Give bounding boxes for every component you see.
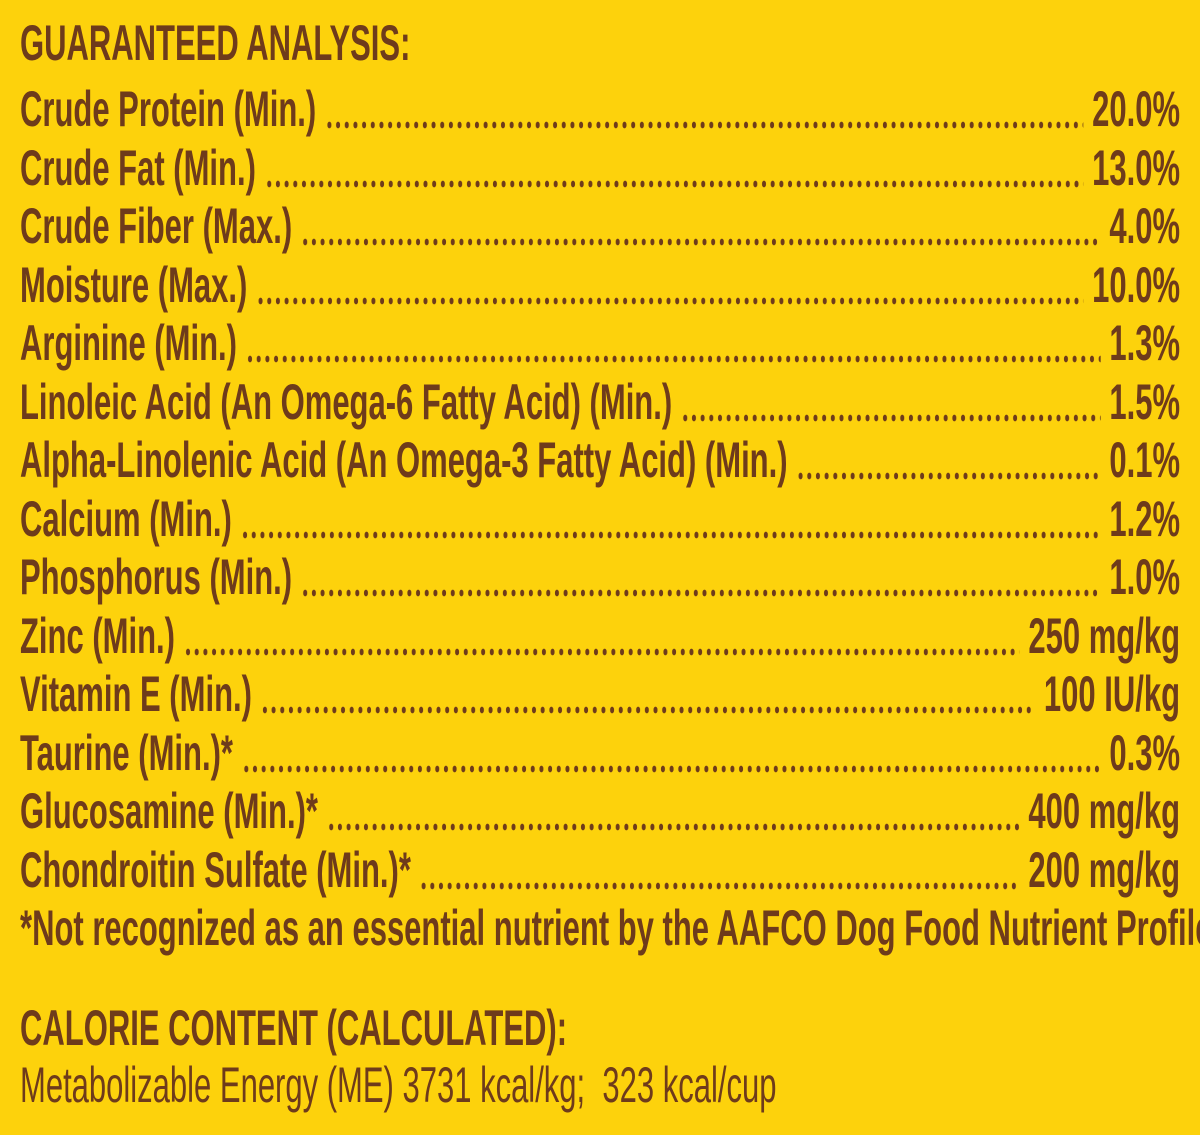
nutrient-row: Crude Protein (Min.) 20.0% bbox=[20, 80, 1180, 138]
calorie-title: CALORIE CONTENT (CALCULATED): bbox=[20, 1000, 568, 1056]
nutrient-row: Calcium (Min.) 1.2% bbox=[20, 489, 1181, 548]
nutrient-value: 1.2% bbox=[1109, 490, 1181, 547]
nutrient-name: Glucosamine (Min.)* bbox=[20, 783, 318, 839]
nutrient-name: Crude Protein (Min.) bbox=[20, 81, 317, 137]
nutrient-name: Linoleic Acid (An Omega-6 Fatty Acid) (M… bbox=[20, 373, 673, 430]
nutrient-value: 250 mg/kg bbox=[1028, 607, 1181, 664]
nutrient-name: Alpha-Linolenic Acid (An Omega-3 Fatty A… bbox=[20, 432, 788, 488]
nutrient-row: Glucosamine (Min.)* 400 mg/kg bbox=[20, 782, 1180, 840]
dot-leader bbox=[245, 314, 1101, 372]
nutrient-name: Phosphorus (Min.) bbox=[20, 549, 293, 605]
nutrient-row: Chondroitin Sulfate (Min.)* 200 mg/kg bbox=[20, 840, 1181, 899]
nutrient-value: 100 IU/kg bbox=[1043, 666, 1181, 722]
dot-leader bbox=[326, 782, 1020, 840]
nutrient-value: 13.0% bbox=[1092, 139, 1181, 196]
nutrient-value: 1.5% bbox=[1109, 373, 1181, 430]
title: GUARANTEED ANALYSIS: bbox=[20, 15, 411, 71]
nutrient-name: Taurine (Min.)* bbox=[20, 724, 233, 781]
dot-leader bbox=[183, 606, 1020, 665]
nutrient-value: 400 mg/kg bbox=[1028, 783, 1181, 839]
nutrient-row: Crude Fat (Min.) 13.0% bbox=[20, 138, 1181, 197]
nutrient-row: Phosphorus (Min.) 1.0% bbox=[20, 548, 1180, 606]
nutrient-row: Crude Fiber (Max.) 4.0% bbox=[20, 197, 1180, 255]
nutrient-row: Taurine (Min.)* 0.3% bbox=[20, 723, 1181, 782]
nutrient-name: Arginine (Min.) bbox=[20, 315, 237, 371]
nutrient-value: 4.0% bbox=[1109, 198, 1181, 254]
nutrient-value: 0.1% bbox=[1109, 432, 1181, 488]
nutrient-name: Zinc (Min.) bbox=[20, 607, 175, 664]
dot-leader bbox=[256, 255, 1084, 314]
dot-leader bbox=[796, 431, 1101, 489]
nutrient-name: Crude Fiber (Max.) bbox=[20, 198, 293, 254]
nutrient-row: Arginine (Min.) 1.3% bbox=[20, 314, 1180, 372]
dot-leader bbox=[240, 489, 1101, 548]
dot-leader bbox=[241, 723, 1101, 782]
nutrient-row: Alpha-Linolenic Acid (An Omega-3 Fatty A… bbox=[20, 431, 1180, 489]
nutrient-value: 20.0% bbox=[1092, 81, 1181, 137]
nutrient-row: Moisture (Max.) 10.0% bbox=[20, 255, 1181, 314]
calorie-text: Metabolizable Energy (ME) 3731 kcal/kg; … bbox=[20, 1057, 777, 1113]
nutrient-name: Calcium (Min.) bbox=[20, 490, 232, 547]
nutrient-value: 200 mg/kg bbox=[1028, 841, 1181, 898]
dot-leader bbox=[260, 665, 1036, 723]
nutrient-name: Chondroitin Sulfate (Min.)* bbox=[20, 841, 411, 898]
dot-leader bbox=[300, 197, 1101, 255]
dot-leader bbox=[264, 138, 1084, 197]
nutrient-row: Vitamin E (Min.) 100 IU/kg bbox=[20, 665, 1180, 723]
nutrient-row: Zinc (Min.) 250 mg/kg bbox=[20, 606, 1181, 665]
nutrient-value: 1.3% bbox=[1109, 315, 1181, 371]
nutrient-name: Moisture (Max.) bbox=[20, 256, 248, 313]
dot-leader bbox=[324, 80, 1084, 138]
nutrient-name: Vitamin E (Min.) bbox=[20, 666, 252, 722]
nutrient-value: 1.0% bbox=[1109, 549, 1181, 605]
nutrient-value: 10.0% bbox=[1092, 256, 1181, 313]
nutrient-value: 0.3% bbox=[1109, 724, 1181, 781]
dot-leader bbox=[680, 372, 1101, 431]
footnote: *Not recognized as an essential nutrient… bbox=[20, 900, 1200, 956]
nutrient-name: Crude Fat (Min.) bbox=[20, 139, 256, 196]
dot-leader bbox=[300, 548, 1101, 606]
dot-leader bbox=[419, 840, 1020, 899]
nutrient-row: Linoleic Acid (An Omega-6 Fatty Acid) (M… bbox=[20, 372, 1181, 431]
